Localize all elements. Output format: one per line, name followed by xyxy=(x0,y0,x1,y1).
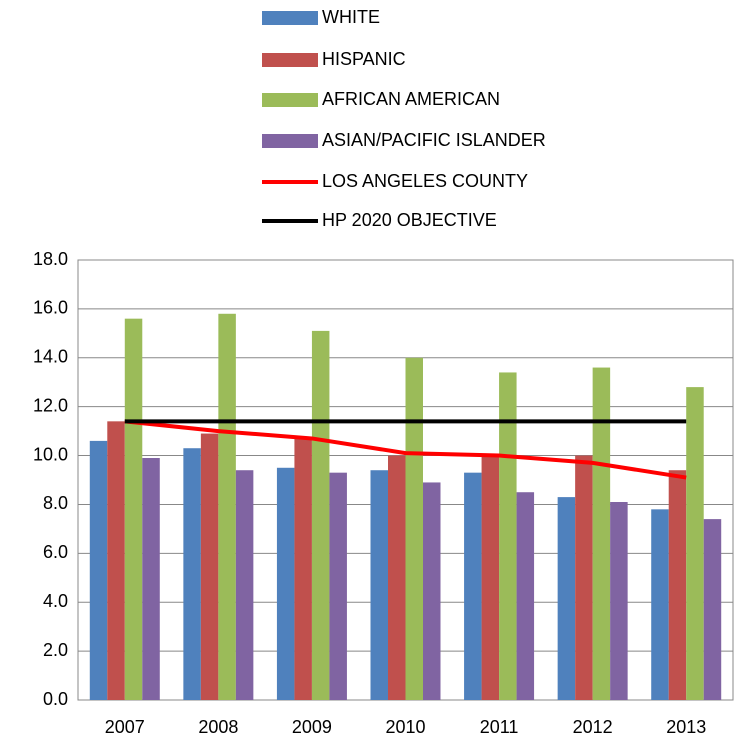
bar xyxy=(610,502,628,700)
bar xyxy=(294,438,312,700)
bar xyxy=(370,470,388,700)
bar xyxy=(142,458,160,700)
bar xyxy=(329,472,347,700)
legend-label: LOS ANGELES COUNTY xyxy=(322,171,528,191)
y-tick-label: 10.0 xyxy=(33,444,68,464)
bar xyxy=(405,357,423,700)
y-tick-label: 0.0 xyxy=(43,689,68,709)
y-tick-label: 6.0 xyxy=(43,542,68,562)
x-tick-label: 2012 xyxy=(573,717,613,737)
legend-label: WHITE xyxy=(322,7,380,27)
bar xyxy=(557,497,576,700)
bar xyxy=(218,313,236,700)
x-tick-label: 2011 xyxy=(480,717,519,737)
y-tick-label: 16.0 xyxy=(33,298,68,318)
legend-swatch xyxy=(262,93,318,107)
x-tick-label: 2008 xyxy=(198,717,238,737)
bar xyxy=(311,330,330,700)
x-tick-label: 2013 xyxy=(666,717,706,737)
legend-swatch xyxy=(262,53,318,67)
bar xyxy=(200,433,219,700)
x-tick-label: 2007 xyxy=(105,717,145,737)
bar xyxy=(89,440,108,700)
bar xyxy=(575,455,593,700)
legend-swatch xyxy=(262,11,318,25)
x-tick-label: 2009 xyxy=(292,717,332,737)
bar xyxy=(668,470,687,700)
legend-label: HP 2020 OBJECTIVE xyxy=(322,210,497,230)
bar xyxy=(235,470,254,700)
legend-label: ASIAN/PACIFIC ISLANDER xyxy=(322,130,546,150)
x-tick-label: 2010 xyxy=(385,717,425,737)
y-tick-label: 8.0 xyxy=(43,493,68,513)
bar xyxy=(388,455,406,700)
y-tick-label: 14.0 xyxy=(33,347,68,367)
bar xyxy=(107,421,125,700)
legend-swatch xyxy=(262,134,318,148)
legend-label: HISPANIC xyxy=(322,49,406,69)
bar xyxy=(592,367,611,700)
bar xyxy=(276,467,295,700)
bar xyxy=(464,472,482,700)
bar xyxy=(516,492,535,700)
bar xyxy=(651,509,669,700)
bar xyxy=(183,448,201,700)
bar xyxy=(686,387,704,700)
bar xyxy=(481,455,500,700)
y-tick-label: 2.0 xyxy=(43,640,68,660)
line-series xyxy=(124,419,687,480)
y-tick-label: 12.0 xyxy=(33,395,68,415)
bar xyxy=(423,482,441,700)
bar xyxy=(124,318,143,700)
y-tick-label: 4.0 xyxy=(43,591,68,611)
bar xyxy=(703,519,722,700)
y-tick-label: 18.0 xyxy=(33,249,68,269)
legend-label: AFRICAN AMERICAN xyxy=(322,89,500,109)
